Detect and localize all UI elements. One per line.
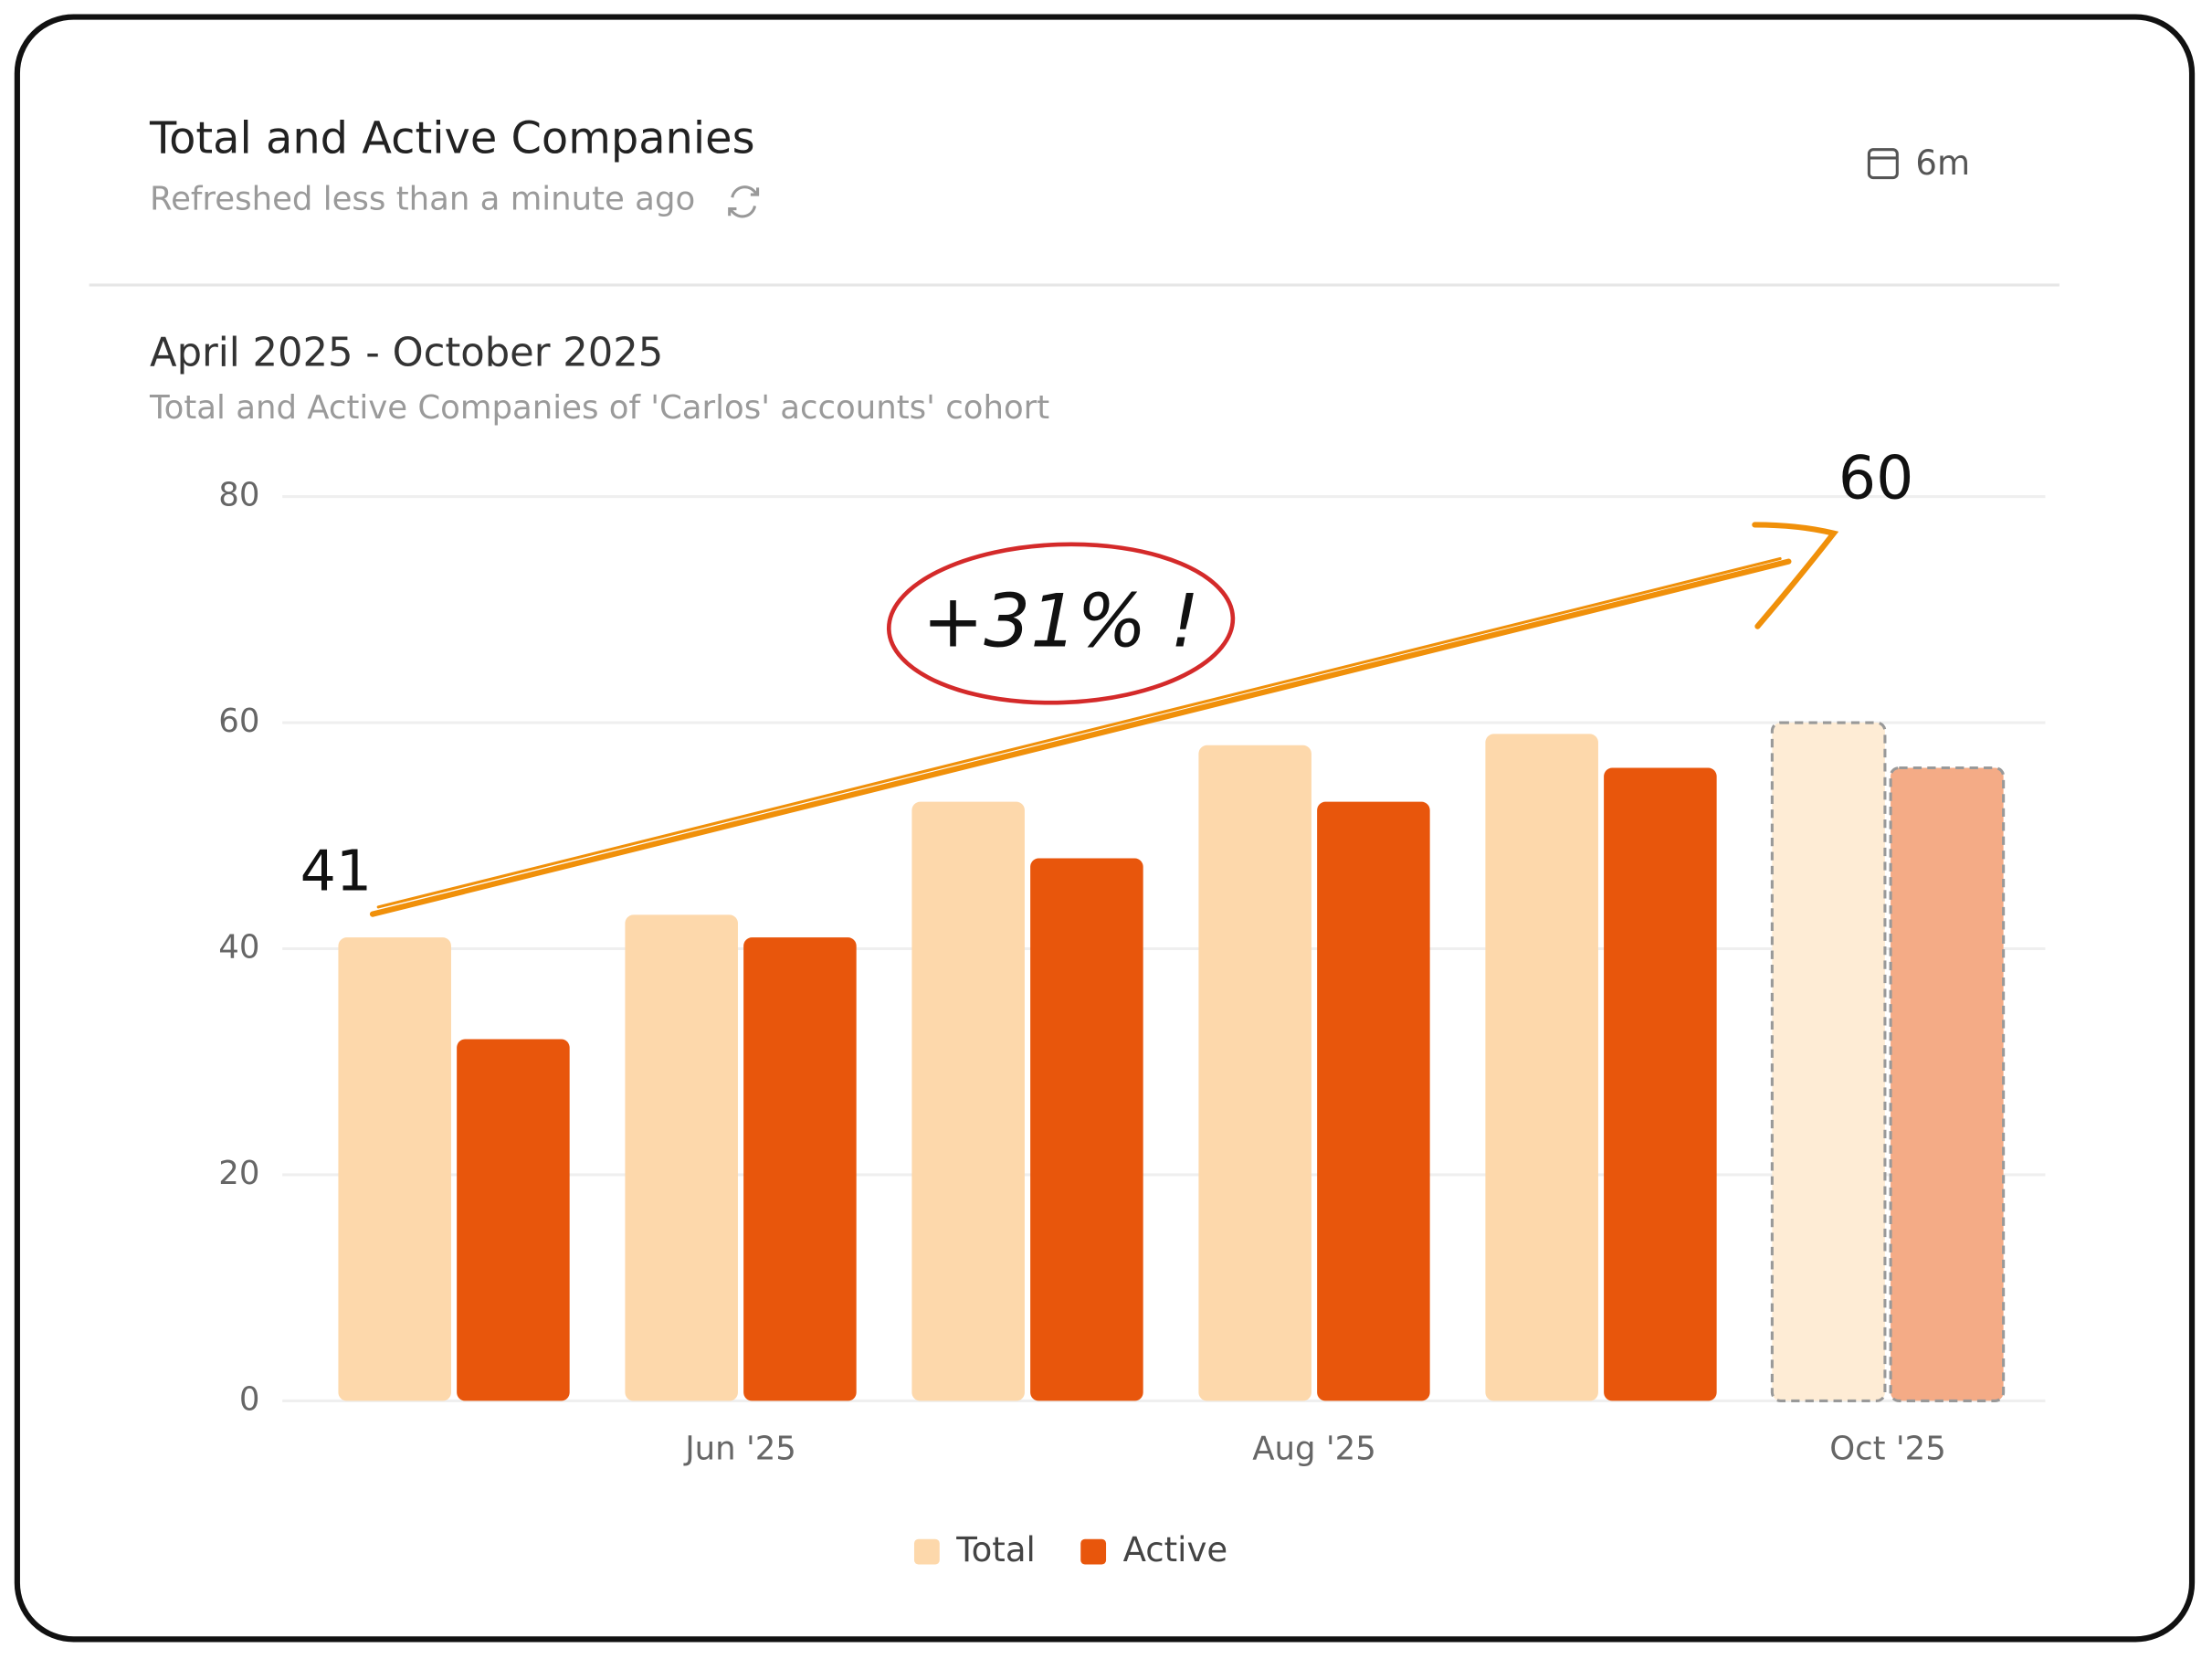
card-title: Total and Active Companies — [149, 113, 755, 164]
range-label: 6m — [1915, 143, 1970, 183]
y-tick-label: 20 — [218, 1155, 259, 1192]
legend-label: Active — [1123, 1530, 1228, 1569]
annotation: 60 — [1838, 445, 1914, 513]
bar — [1030, 858, 1143, 1401]
bar — [1485, 734, 1598, 1401]
annotation: 41 — [300, 839, 373, 904]
x-tick-label: Aug '25 — [1252, 1430, 1376, 1467]
annotation-arrow — [369, 522, 1839, 917]
legend-swatch — [1080, 1538, 1107, 1565]
refresh-status: Refreshed less than a minute ago — [150, 180, 695, 217]
x-tick-label: Jun '25 — [683, 1430, 796, 1467]
bar — [1889, 766, 2006, 1402]
y-tick-label: 40 — [218, 928, 259, 966]
bar — [1198, 745, 1311, 1401]
legend-swatch — [913, 1538, 940, 1565]
refresh-icon[interactable] — [728, 185, 760, 218]
bar — [1770, 721, 1887, 1402]
x-tick-label: Oct '25 — [1829, 1430, 1946, 1467]
bar — [911, 801, 1025, 1401]
y-tick-label: 80 — [218, 477, 259, 514]
legend-item: Total — [913, 1530, 1036, 1569]
calendar-icon — [1867, 148, 1899, 180]
annotation-circle — [886, 542, 1236, 705]
legend-label: Total — [955, 1530, 1036, 1569]
chart-subtitle: Total and Active Companies of 'Carlos' a… — [149, 389, 1049, 427]
annotation: +31% ! — [922, 578, 1199, 664]
y-tick-label: 60 — [218, 703, 259, 740]
bar — [743, 937, 857, 1401]
bar — [457, 1039, 570, 1401]
bar — [338, 937, 451, 1401]
plot: 0 20 40 60 80 Jun '25 Aug '25 Oct '25 — [218, 477, 2046, 1467]
chart-title: April 2025 - October 2025 — [150, 331, 663, 376]
range-button[interactable]: 6m — [1867, 143, 1970, 183]
bar — [625, 914, 738, 1401]
bar — [1604, 767, 1717, 1401]
y-tick-label: 0 — [239, 1380, 260, 1418]
legend-item: Active — [1080, 1530, 1227, 1569]
bar — [1317, 801, 1430, 1401]
